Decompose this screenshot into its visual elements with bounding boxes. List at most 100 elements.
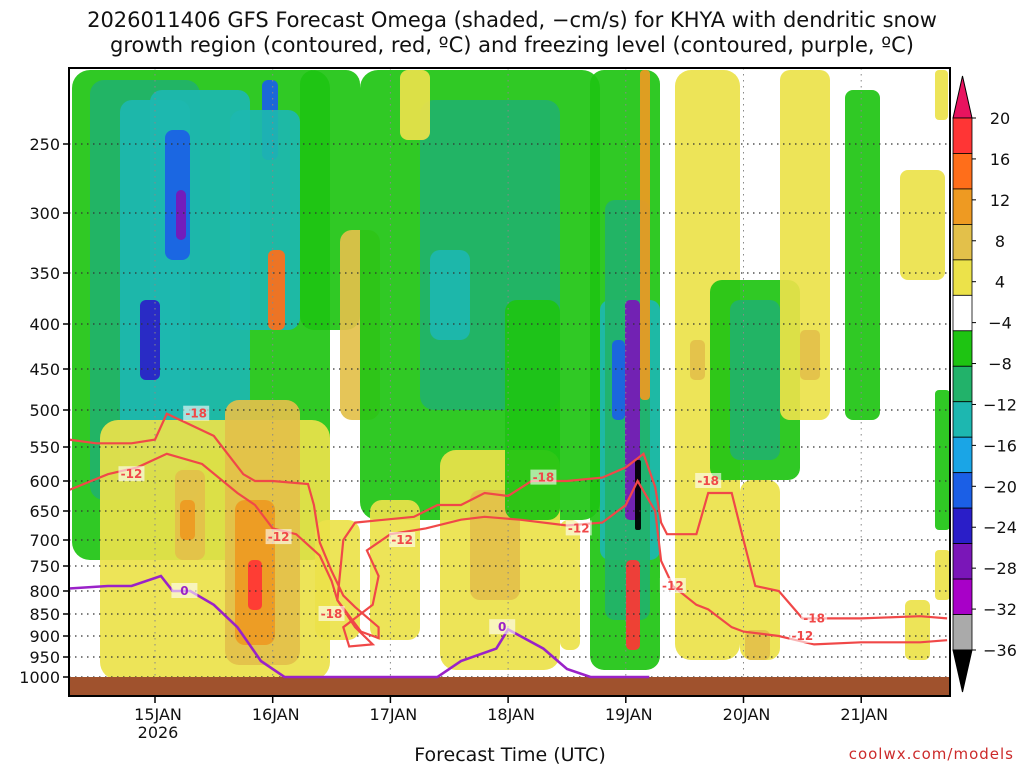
contour-label-bg [265,529,292,545]
contour-label: -18 [803,611,825,625]
y-tick-label: 1000 [19,668,60,687]
colorbar-bottom-arrow [952,649,973,693]
contour-label-bg [183,405,210,421]
contour-label: -18 [533,471,555,485]
contour-minus18 [69,412,948,640]
omega-shading-cell [400,70,430,140]
colorbar-label: −24 [983,518,1017,537]
contour-label: -12 [121,467,143,481]
colorbar-label: 16 [990,150,1010,169]
y-tick-label: 350 [29,264,60,283]
omega-shading-cell [635,460,641,530]
y-axis: 250 300 350 400 450 500 550 600 650 700 750 800 850 9… [19,135,69,687]
omega-shading-cell [176,190,186,240]
omega-shading-cell [675,70,740,660]
colorbar-label: −12 [983,395,1017,414]
colorbar-bin [952,436,973,474]
contour-label-bg [171,583,198,598]
y-tick-label: 400 [29,315,60,334]
contour-label-bg [801,610,828,626]
colorbar-bin [952,223,973,261]
contour-label-bg [565,520,592,536]
x-tick-label: 19JAN [605,705,653,724]
omega-shading-cell [640,70,650,400]
y-tick-label: 950 [29,648,60,667]
omega-shading-cell [180,500,195,540]
colorbar-label: −36 [983,641,1017,660]
contour-freezing-level [69,574,650,679]
omega-shading-cell [612,340,625,420]
colorbar-label: −32 [983,600,1017,619]
colorbar-label: −20 [983,477,1017,496]
omega-shading-cell [430,250,470,340]
contour-label-bg [318,606,345,621]
y-tick-label: 850 [29,605,60,624]
contour-label: -18 [321,607,343,621]
colorbar-bin [952,543,973,580]
x-tick-year: 2026 [138,723,179,742]
omega-shading-cell [935,390,950,530]
contour-label: 0 [180,584,188,598]
y-tick-label: 600 [29,472,60,491]
omega-shading-cell [626,560,640,650]
contour-label: -18 [185,407,207,421]
omega-shading-cell [845,90,880,420]
omega-shading-cell [268,250,285,330]
colorbar-label: 12 [990,191,1010,210]
x-axis: 15JAN 16JAN 17JAN 18JAN 19JAN 20JAN 21JAN 2026 [134,696,888,742]
colorbar-bin [952,614,973,651]
contour-label: -12 [662,579,684,593]
x-tick-label: 17JAN [370,705,418,724]
omega-shading-cell [690,340,705,380]
omega-shading-cell [800,330,820,380]
omega-shading-cell [230,110,300,330]
colorbar-bin [952,578,973,615]
colorbar-label: 8 [995,232,1005,251]
contour-label-bg [695,473,722,488]
colorbar-label: 4 [995,273,1005,292]
colorbar-bin [952,153,973,190]
contour-label: -12 [568,521,590,535]
colorbar-label: −8 [988,355,1012,374]
y-tick-label: 250 [29,135,60,154]
omega-shading-cell [900,170,945,280]
contour-label-bg [789,628,816,643]
ground-terrain [69,677,950,696]
colorbar-label: 20 [990,109,1010,128]
y-tick-label: 300 [29,204,60,223]
omega-shading-cell [935,70,948,120]
gridlines [69,68,950,696]
colorbar-bin [952,472,973,509]
y-tick-label: 550 [29,438,60,457]
y-tick-label: 750 [29,557,60,576]
contour-label-bg [489,619,516,635]
omega-shading-cell [730,300,780,460]
x-axis-label: Forecast Time (UTC) [414,744,606,766]
colorbar: 20 16 12 8 4 −4 −8 −12 −16 −20 −24 −28 −32 −36 [952,75,1017,693]
x-tick-label: 20JAN [723,705,771,724]
colorbar-bin [952,117,973,154]
contour-label-bg [389,532,416,547]
colorbar-bin [952,365,973,403]
chart-title-line2: growth region (contoured, red, ºC) and f… [110,33,914,57]
contour-label: -12 [792,629,814,643]
y-tick-label: 800 [29,582,60,601]
y-tick-label: 700 [29,531,60,550]
colorbar-bin [952,330,973,367]
colorbar-bin [952,507,973,544]
contour-minus12 [69,452,948,648]
x-tick-label: 16JAN [252,705,300,724]
omega-shading-cell [560,520,580,650]
contour-label: 0 [498,620,506,634]
colorbar-top-arrow [952,75,973,119]
contour-label: -12 [268,530,290,544]
omega-shading-cell [745,630,770,660]
contour-label: -12 [391,533,413,547]
x-tick-label: 21JAN [840,705,888,724]
colorbar-bin [952,294,973,332]
contour-label-bg [659,578,686,593]
plot-frame [68,67,951,697]
source-credit[interactable]: coolwx.com/models [848,745,1014,763]
colorbar-bin [952,188,973,225]
